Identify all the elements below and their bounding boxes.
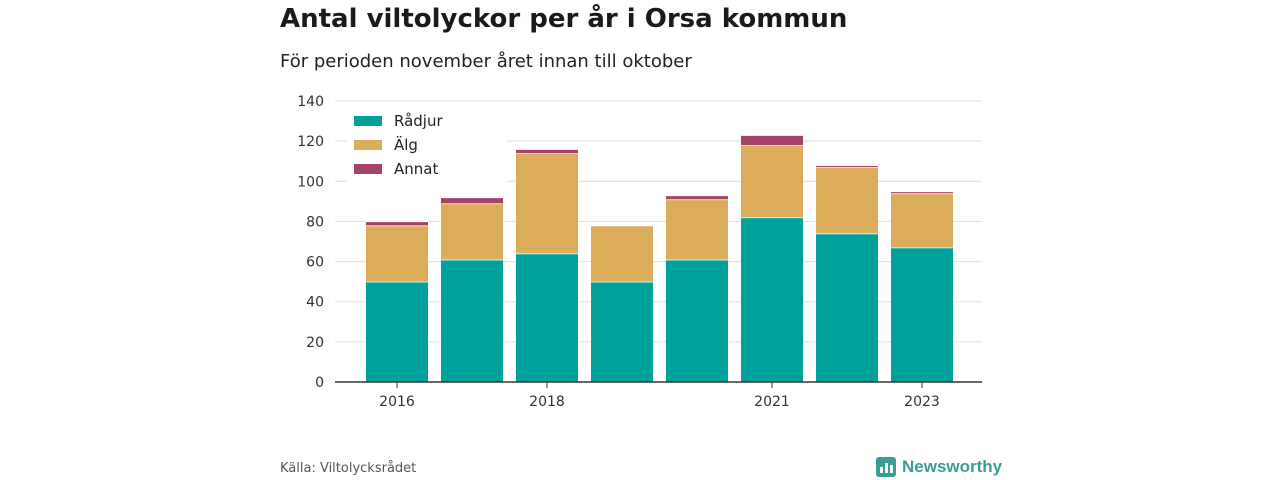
bar-segment — [516, 153, 578, 254]
y-tick-label: 80 — [306, 214, 324, 230]
bar-segment — [741, 135, 803, 146]
bar-segment — [441, 197, 503, 204]
logo-text: Newsworthy — [902, 457, 1003, 476]
bar-segment — [516, 253, 578, 382]
bar-segment — [741, 145, 803, 218]
bar-segment — [816, 167, 878, 234]
legend-label: Rådjur — [394, 112, 443, 130]
x-tick-label: 2021 — [754, 394, 790, 410]
bar-segment — [516, 149, 578, 154]
newsworthy-logo: Newsworthy — [876, 455, 1002, 479]
bar-segment — [816, 165, 878, 168]
bar-segment — [366, 225, 428, 282]
bar-segment — [441, 203, 503, 260]
bar-segment — [441, 259, 503, 382]
bar-segment — [891, 247, 953, 382]
bar-segment — [666, 259, 728, 382]
source-note: Källa: Viltolycksrådet — [280, 461, 417, 476]
bar-segment — [591, 225, 653, 282]
legend-label: Älg — [394, 135, 418, 154]
y-tick-label: 40 — [306, 295, 324, 311]
y-tick-label: 140 — [297, 94, 324, 110]
y-tick-label: 100 — [297, 174, 324, 190]
y-tick-label: 60 — [306, 255, 324, 271]
chart-subtitle: För perioden november året innan till ok… — [280, 51, 692, 72]
bar-segment — [666, 195, 728, 200]
legend-label: Annat — [394, 160, 438, 178]
chart-title: Antal viltolyckor per år i Orsa kommun — [280, 4, 848, 34]
y-tick-label: 120 — [297, 134, 324, 150]
x-tick-label: 2016 — [379, 394, 415, 410]
bar-segment — [891, 191, 953, 194]
legend-swatch — [354, 116, 382, 126]
x-tick-label: 2023 — [904, 394, 940, 410]
y-tick-label: 0 — [315, 375, 324, 391]
bar-segment — [816, 233, 878, 382]
bar-segment — [591, 281, 653, 382]
legend-swatch — [354, 164, 382, 174]
bar-segment — [666, 199, 728, 260]
x-tick-label: 2018 — [529, 394, 565, 410]
bar-segment — [741, 217, 803, 382]
legend-swatch — [354, 140, 382, 150]
y-tick-label: 20 — [306, 335, 324, 351]
bar-chart-icon — [876, 457, 896, 477]
bar-segment — [891, 193, 953, 248]
bar-segment — [366, 281, 428, 382]
bar-segment — [366, 221, 428, 226]
